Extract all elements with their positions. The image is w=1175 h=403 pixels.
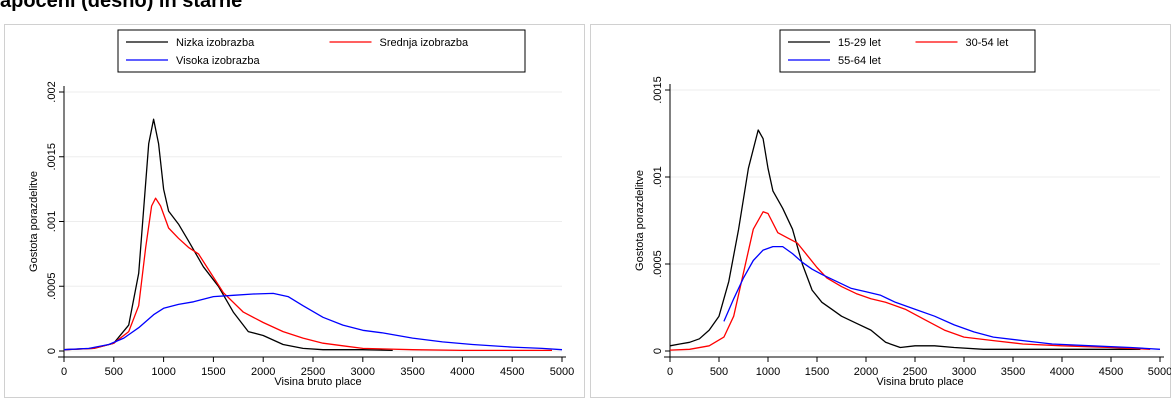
x-tick-label: 4500: [1099, 366, 1123, 378]
x-tick-label: 2000: [251, 366, 275, 378]
y-tick-label: .0015: [652, 76, 664, 104]
panel-frame: [4, 24, 585, 398]
series-line-2: [63, 197, 552, 352]
x-tick-label: 1000: [151, 366, 175, 378]
x-tick-label: 2500: [301, 366, 325, 378]
x-tick-label: 5000: [1148, 366, 1171, 378]
legend-label: Srednja izobrazba: [380, 37, 470, 49]
y-axis-label: Gostota porazdelitve: [28, 171, 40, 272]
legend-label: 55-64 let: [838, 55, 881, 67]
x-tick-label: 500: [105, 366, 123, 378]
x-tick-label: 1500: [805, 366, 829, 378]
x-axis-label: Visina bruto place: [876, 376, 963, 388]
y-tick-label: 0: [46, 348, 58, 354]
x-tick-label: 0: [61, 366, 67, 378]
y-tick-label: .002: [46, 81, 58, 102]
density-chart-education: 0 .0005 .001 .0015 .002 0 500 1000 1500 2000 2500 3…: [4, 24, 585, 398]
y-tick-label: 0: [652, 348, 664, 354]
x-tick-label: 4000: [1050, 366, 1074, 378]
y-tick-label: .001: [652, 166, 664, 187]
x-tick-label: 2500: [903, 366, 927, 378]
legend-label: 15-29 let: [838, 37, 881, 49]
x-tick-label: 3000: [952, 366, 976, 378]
chart-panel-age: 0 .0005 .001 .0015 0 500 1000 1500 2000 2500 3000 3…: [590, 24, 1172, 398]
x-axis-label: Visina bruto place: [274, 376, 361, 388]
x-tick-label: 4000: [450, 366, 474, 378]
y-tick-label: .001: [46, 211, 58, 232]
x-tick-label: 1500: [201, 366, 225, 378]
y-axis-label: Gostota porazdelitve: [634, 170, 646, 271]
x-tick-label: 3000: [351, 366, 375, 378]
top-caption: apočeni (desno) in starne: [0, 0, 243, 12]
x-tick-label: 3500: [1001, 366, 1025, 378]
chart-panel-education: 0 .0005 .001 .0015 .002 0 500 1000 1500 2000 2500 3…: [4, 24, 585, 398]
density-chart-age: 0 .0005 .001 .0015 0 500 1000 1500 2000 2500 3000 3…: [590, 24, 1172, 398]
x-tick-label: 5000: [550, 366, 574, 378]
series-line-3: [63, 292, 563, 351]
x-tick-label: 4500: [500, 366, 524, 378]
x-tick-label: 0: [667, 366, 673, 378]
x-tick-label: 3500: [400, 366, 424, 378]
series-line-1: [63, 118, 393, 352]
x-tick-label: 2000: [854, 366, 878, 378]
legend-label: Visoka izobrazba: [176, 55, 260, 67]
y-tick-label: .0005: [652, 250, 664, 278]
legend-label: Nizka izobrazba: [176, 37, 255, 49]
legend-box: [117, 29, 526, 73]
y-tick-label: .0005: [46, 272, 58, 300]
legend-label: 30-54 let: [966, 37, 1009, 49]
panel-frame: [590, 24, 1171, 398]
x-tick-label: 500: [710, 366, 728, 378]
x-tick-label: 1000: [756, 366, 780, 378]
series-line-2: [669, 211, 1151, 351]
y-tick-label: .0015: [46, 143, 58, 171]
legend-box: [779, 29, 1036, 73]
series-line-3: [723, 245, 1161, 350]
series-line-1: [669, 129, 1141, 350]
